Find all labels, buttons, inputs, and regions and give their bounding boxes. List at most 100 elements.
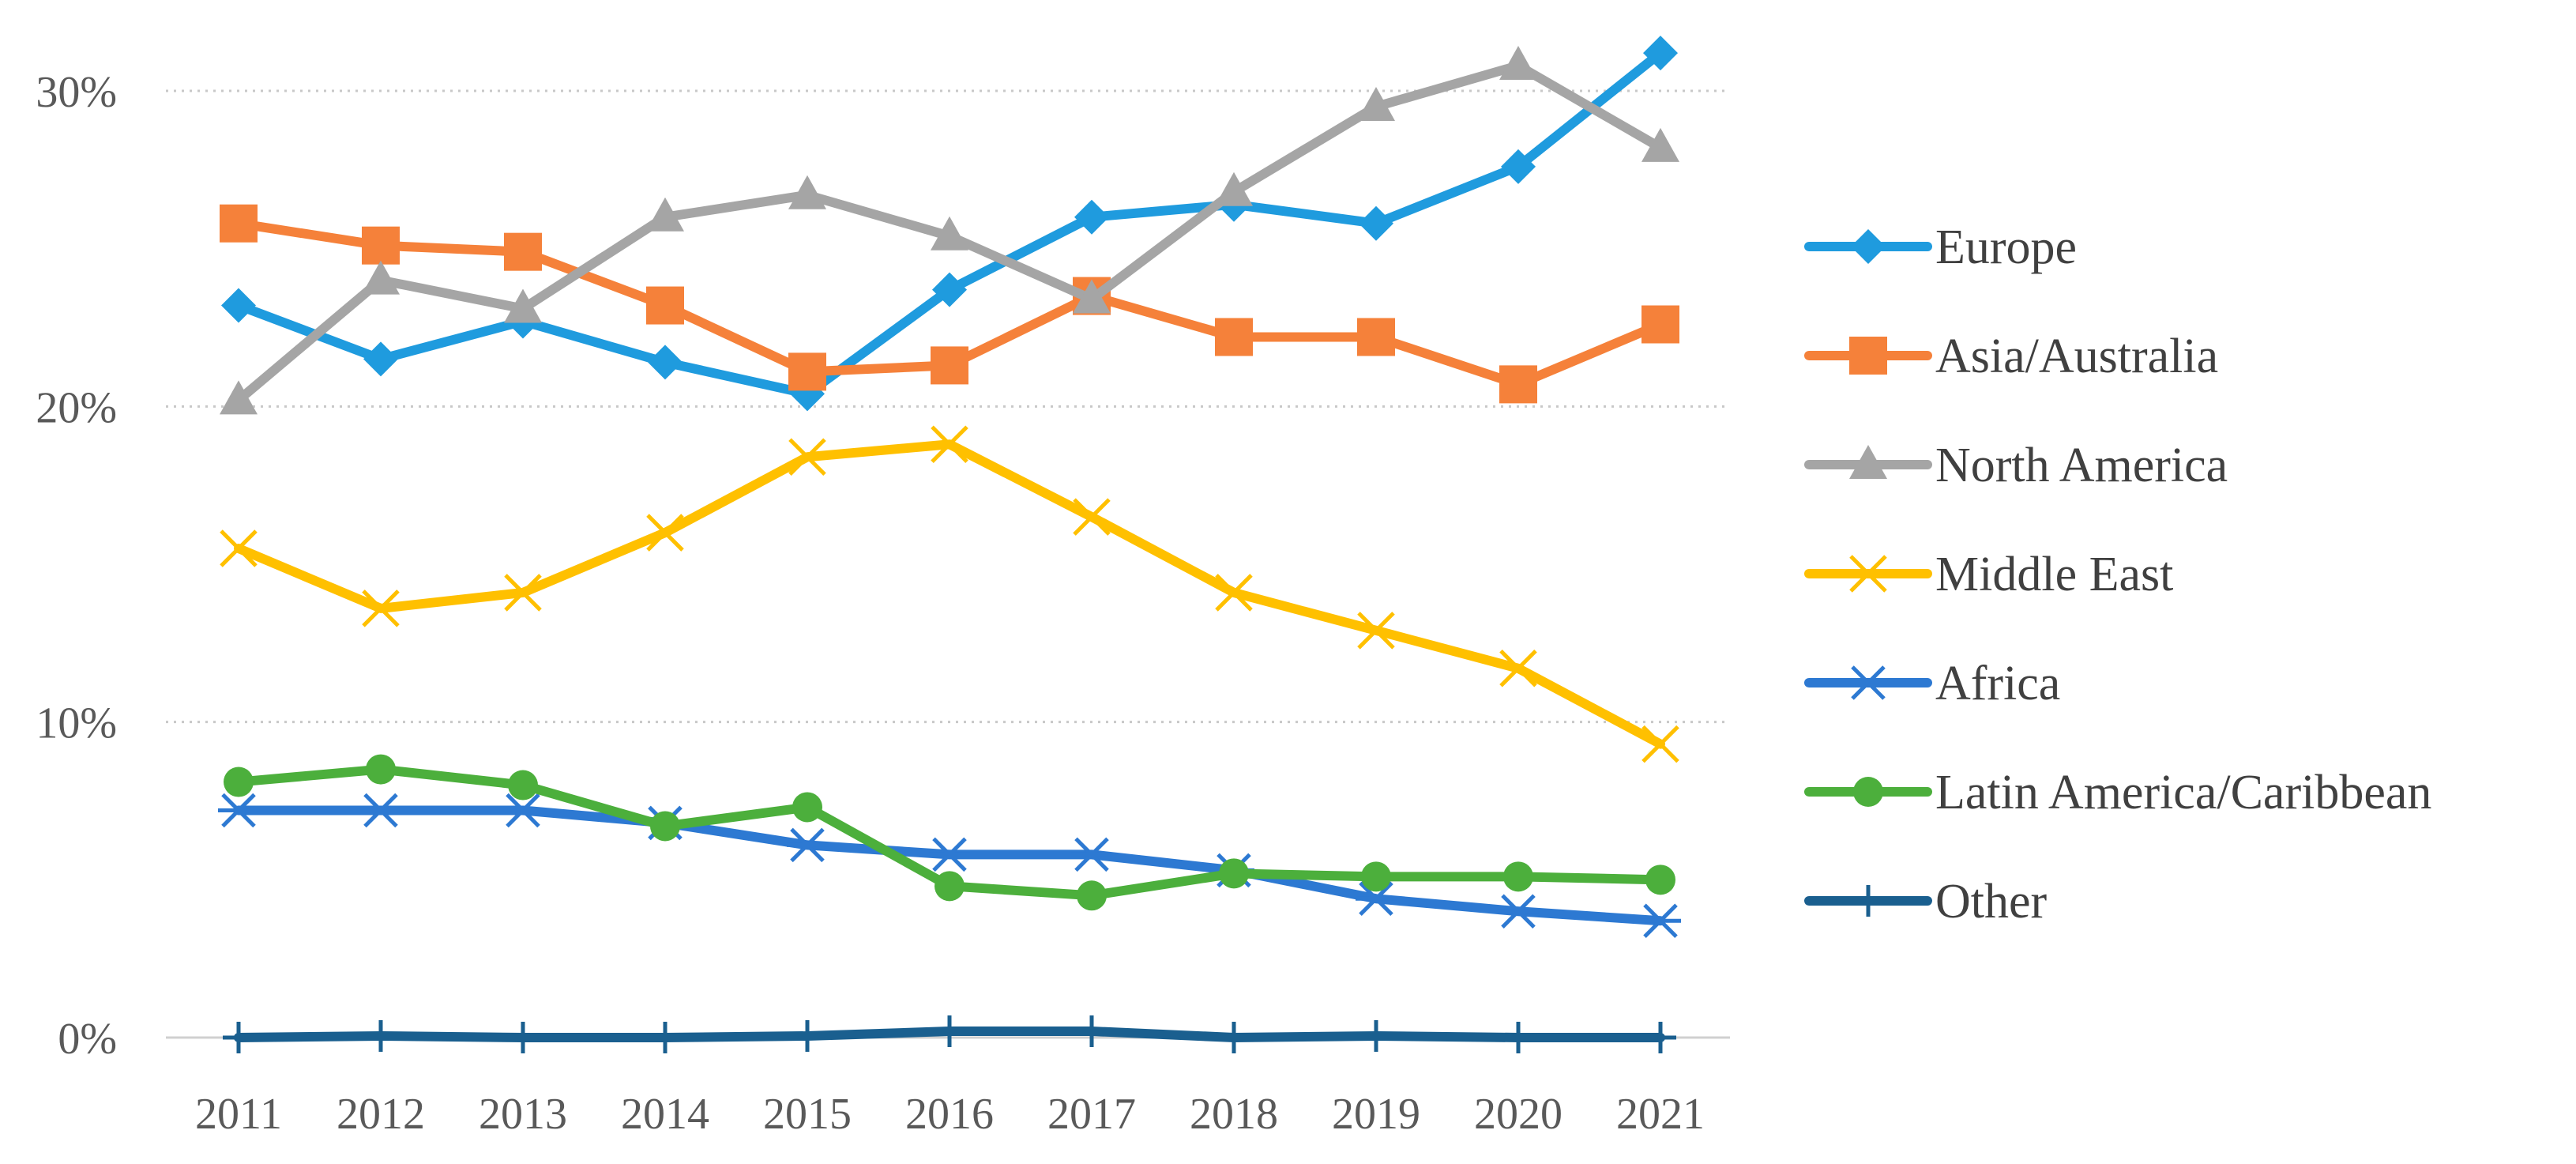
legend-label: Europe (1935, 220, 2077, 274)
data-point-africa (1356, 881, 1397, 917)
data-point-latin-america-caribbean (1503, 861, 1533, 892)
data-point-europe (1643, 36, 1678, 71)
series-line-africa (234, 805, 1665, 926)
data-point-latin-america-caribbean (1645, 865, 1675, 895)
data-point-latin-america-caribbean (1077, 880, 1107, 911)
y-tick-label: 30% (36, 68, 117, 117)
data-point-europe (932, 272, 967, 307)
x-tick-label: 2020 (1474, 1090, 1563, 1139)
legend-label: Middle East (1935, 548, 2173, 601)
legend-marker-europe (1851, 229, 1886, 264)
x-tick-label: 2015 (763, 1090, 852, 1139)
data-point-middle-east (931, 425, 968, 464)
legend-label: Other (1935, 875, 2048, 929)
data-point-asia-australia (1357, 318, 1395, 356)
data-point-latin-america-caribbean (224, 767, 254, 797)
data-point-europe (1359, 205, 1393, 241)
data-point-latin-america-caribbean (935, 871, 965, 902)
data-point-north-america (646, 197, 684, 232)
series-lines (218, 36, 1681, 1053)
series-north-america (220, 46, 1679, 415)
gridlines (166, 89, 1730, 724)
data-point-north-america (220, 380, 258, 415)
x-tick-label: 2012 (337, 1090, 425, 1139)
legend-marker-asia-australia (1849, 337, 1887, 375)
legend-marker-north-america (1849, 445, 1887, 479)
data-point-other (1218, 1022, 1250, 1053)
data-point-north-america (1641, 127, 1679, 162)
data-point-africa (218, 793, 259, 828)
x-tick-label: 2017 (1047, 1090, 1136, 1139)
data-point-middle-east (504, 574, 542, 612)
data-point-north-america (1499, 46, 1537, 81)
series-africa (218, 793, 1681, 939)
legend-item-middle-east: Middle East (1804, 548, 2173, 601)
data-point-middle-east (1499, 650, 1537, 687)
legend-label: North America (1935, 439, 2228, 492)
x-tick-label: 2013 (479, 1090, 567, 1139)
data-point-north-america (931, 216, 968, 251)
x-tick-label: 2011 (195, 1090, 282, 1139)
data-point-latin-america-caribbean (508, 770, 538, 800)
data-point-other (649, 1022, 681, 1053)
data-point-africa (1498, 894, 1539, 929)
data-point-asia-australia (1215, 318, 1253, 356)
series-line-middle-east (234, 439, 1665, 749)
data-point-middle-east (220, 529, 258, 567)
data-point-asia-australia (362, 226, 400, 265)
legend-item-africa: Africa (1804, 657, 2060, 710)
data-point-other (1076, 1015, 1107, 1048)
series-middle-east (220, 425, 1679, 763)
series-other (223, 1015, 1676, 1053)
x-tick-label: 2019 (1332, 1090, 1420, 1139)
data-point-latin-america-caribbean (792, 792, 822, 823)
y-tick-label: 10% (36, 699, 117, 748)
data-point-asia-australia (1641, 305, 1679, 344)
data-point-north-america (788, 175, 826, 209)
legend-item-europe: Europe (1804, 220, 2077, 274)
data-point-latin-america-caribbean (366, 754, 396, 785)
data-point-other (792, 1020, 823, 1052)
data-point-asia-australia (504, 232, 542, 271)
data-point-africa (787, 827, 828, 863)
data-point-other (934, 1015, 965, 1048)
axes: 0% 10% 20% 30% 2011 2012 2013 2014 2015 2016 2017 2… (36, 68, 1730, 1139)
legend-item-other: Other (1804, 875, 2048, 929)
data-point-north-america (1215, 171, 1253, 206)
data-point-africa (502, 793, 543, 828)
legend-label: Africa (1935, 657, 2060, 710)
data-point-africa (1071, 837, 1112, 872)
data-point-africa (929, 837, 970, 872)
y-tick-label: 20% (36, 383, 117, 432)
legend-item-north-america: North America (1804, 439, 2228, 492)
data-point-europe (221, 288, 256, 323)
data-point-other (507, 1022, 539, 1053)
data-point-europe (363, 341, 398, 377)
series-europe (221, 36, 1678, 412)
x-tick-label: 2014 (621, 1090, 709, 1139)
legend-marker-other (1852, 885, 1884, 917)
data-point-europe (648, 345, 683, 380)
data-point-europe (1074, 199, 1109, 235)
data-point-middle-east (1357, 612, 1395, 650)
data-point-north-america (1357, 86, 1395, 121)
x-tick-label: 2016 (905, 1090, 994, 1139)
series-latin-america-caribbean (224, 754, 1675, 911)
data-point-asia-australia (220, 204, 258, 243)
legend-marker-latin-america-caribbean (1853, 777, 1883, 807)
data-point-asia-australia (788, 352, 826, 391)
data-point-north-america (504, 288, 542, 323)
data-point-middle-east (788, 438, 826, 476)
data-point-middle-east (1215, 574, 1253, 612)
data-point-other (1502, 1022, 1534, 1053)
data-point-middle-east (646, 514, 684, 552)
legend-label: Asia/Australia (1935, 330, 2218, 383)
data-point-africa (360, 793, 401, 828)
data-point-other (1645, 1022, 1676, 1053)
legend: Europe Asia/Australia North America Middle … (1804, 220, 2431, 929)
x-tick-label: 2021 (1616, 1090, 1705, 1139)
data-point-other (1360, 1020, 1392, 1052)
data-point-latin-america-caribbean (1219, 858, 1249, 889)
legend-marker-middle-east (1849, 555, 1887, 593)
